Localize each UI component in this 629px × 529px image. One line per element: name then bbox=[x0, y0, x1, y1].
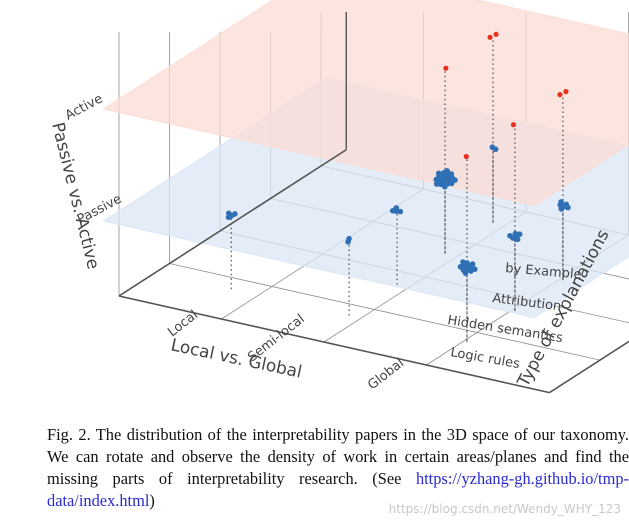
passive-paper-point bbox=[441, 183, 448, 190]
passive-paper-point bbox=[469, 261, 476, 267]
passive-paper-point bbox=[225, 214, 232, 221]
caption-text: Fig. 2. The distribution of the interpre… bbox=[47, 425, 629, 488]
active-paper-point bbox=[563, 89, 569, 95]
passive-paper-point bbox=[448, 171, 455, 177]
passive-paper-point bbox=[512, 230, 519, 237]
active-paper-point bbox=[443, 65, 449, 71]
z-axis-base bbox=[118, 149, 347, 297]
passive-paper-point bbox=[444, 168, 450, 174]
passive-paper-point bbox=[460, 259, 466, 265]
passive-paper-point bbox=[435, 170, 442, 177]
passive-paper-point bbox=[346, 235, 352, 242]
y-tick-label: Logic rules bbox=[449, 345, 521, 372]
plane-active bbox=[102, 0, 629, 207]
passive-paper-point bbox=[492, 146, 499, 153]
x-tick-label: Global bbox=[365, 356, 407, 393]
passive-paper-point bbox=[462, 270, 469, 276]
active-paper-point bbox=[510, 122, 517, 128]
passive-paper-point bbox=[437, 181, 444, 188]
passive-paper-point bbox=[232, 211, 238, 217]
passive-paper-point bbox=[433, 176, 440, 183]
passive-paper-point bbox=[507, 232, 513, 239]
passive-paper-point bbox=[452, 177, 458, 183]
passive-paper-point bbox=[558, 206, 565, 212]
figure-caption: Fig. 2. The distribution of the interpre… bbox=[47, 424, 629, 512]
z-axis-label: Passive vs. Active bbox=[47, 120, 103, 271]
active-paper-point bbox=[493, 31, 499, 37]
axes bbox=[118, 12, 629, 394]
active-paper-point bbox=[557, 92, 563, 98]
passive-paper-point bbox=[226, 210, 232, 217]
active-paper-point bbox=[463, 153, 469, 160]
active-paper-point bbox=[487, 34, 493, 40]
passive-paper-point bbox=[397, 208, 404, 215]
passive-paper-point bbox=[516, 231, 523, 237]
caption-end: ) bbox=[149, 491, 155, 510]
y-axis-line bbox=[549, 340, 629, 394]
planes bbox=[102, 0, 629, 319]
passive-paper-point bbox=[433, 181, 440, 187]
passive-paper-point bbox=[471, 266, 478, 273]
floor-grid-line bbox=[169, 263, 601, 361]
passive-paper-point bbox=[457, 264, 464, 270]
y-tick-label: by Example bbox=[505, 261, 583, 283]
passive-paper-point bbox=[514, 236, 521, 243]
passive-paper-point bbox=[565, 204, 571, 211]
caption-link[interactable]: https://yzhang-gh.github.io/tmp-data/ind… bbox=[47, 469, 629, 510]
x-axis-line bbox=[118, 295, 550, 394]
passive-paper-point bbox=[389, 208, 396, 214]
scatter-3d-plot: Local Semi-local Global Local vs. Global… bbox=[47, 0, 629, 394]
z-tick-label: Active bbox=[63, 91, 106, 123]
passive-paper-point bbox=[558, 199, 564, 205]
watermark: https://blog.csdn.net/Wendy_WHY_123 bbox=[388, 502, 621, 516]
data-points bbox=[225, 31, 571, 276]
drop-lines bbox=[230, 40, 564, 344]
